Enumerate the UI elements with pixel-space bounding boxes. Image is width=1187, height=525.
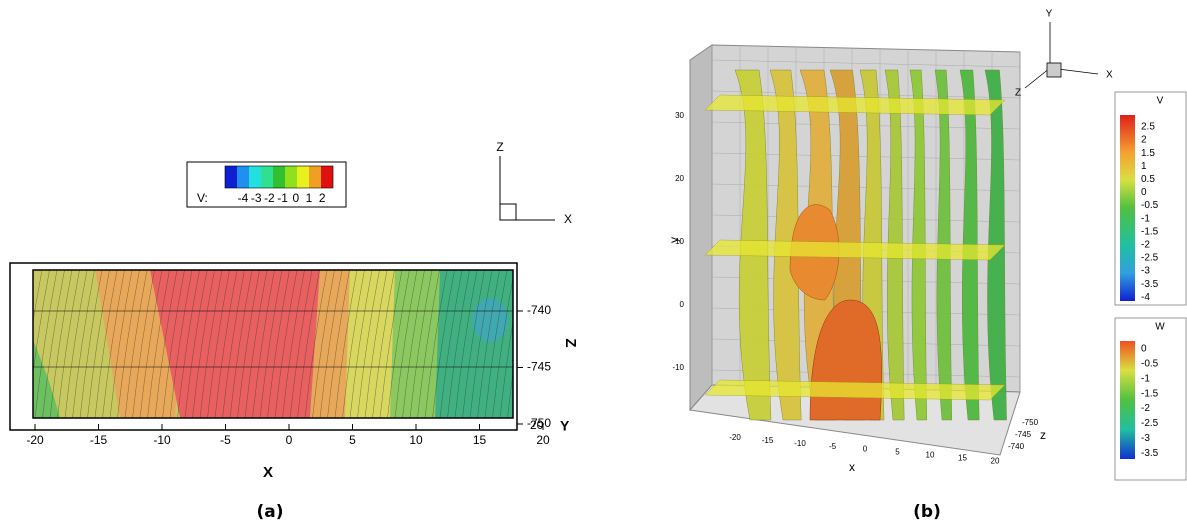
y-tick-label: 20 <box>530 418 544 432</box>
x-tick-label: 10 <box>409 433 423 447</box>
y-axis-label: y <box>667 237 681 243</box>
legend-title: W <box>1155 322 1165 333</box>
colorbar-v <box>1120 115 1135 301</box>
legend-label: -1 <box>1141 373 1150 384</box>
legend-label: -2 <box>264 191 275 205</box>
triad-label: X <box>1106 70 1113 81</box>
legend-label: -3 <box>251 191 262 205</box>
legend-label: -1.5 <box>1141 226 1159 237</box>
y-tick-label: 0 <box>680 300 685 309</box>
x-tick-label: -15 <box>90 433 108 447</box>
page: -20-15-10-505101520-740-745-750 X Z 20 Y… <box>0 0 1187 525</box>
streamline <box>530 270 552 418</box>
triad-a <box>500 156 555 220</box>
x-tick-label: 0 <box>286 433 293 447</box>
legend-label: 1.5 <box>1141 148 1155 159</box>
legend-label: 0 <box>1141 187 1147 198</box>
x-tick-label: -5 <box>829 442 837 451</box>
x-tick-label: 5 <box>349 433 356 447</box>
x-tick-label: 20 <box>536 433 550 447</box>
streamline <box>523 270 545 418</box>
figure: -20-15-10-505101520-740-745-750 X Z 20 Y… <box>0 0 1187 525</box>
caption: (a) <box>256 502 283 522</box>
streamline <box>515 270 537 418</box>
triad-label: Z <box>1015 88 1021 99</box>
legend-label: -2.5 <box>1141 418 1159 429</box>
x-tick-label: -15 <box>762 436 774 445</box>
triad-label: Y <box>1046 9 1053 20</box>
x-tick-label: 0 <box>863 445 868 454</box>
legend-swatches <box>225 166 333 188</box>
legend-label: 2 <box>319 191 326 205</box>
x-tick-label: 5 <box>895 448 900 457</box>
x-tick-label: -10 <box>794 439 806 448</box>
x-tick-label: -10 <box>153 433 171 447</box>
contour-a <box>10 270 560 418</box>
x-tick-label: -5 <box>220 433 231 447</box>
legend-label: -3 <box>1141 266 1150 277</box>
legend-label: 1 <box>306 191 313 205</box>
legend-label: 2 <box>1141 135 1147 146</box>
legend-label: 2.5 <box>1141 122 1155 133</box>
legend-label: -3.5 <box>1141 279 1159 290</box>
x-tick-label: -20 <box>26 433 44 447</box>
z-tick-label: -745 <box>527 360 551 374</box>
legend-label: -2 <box>1141 240 1150 251</box>
legend-label: -1 <box>277 191 288 205</box>
legend-label: -3 <box>1141 433 1150 444</box>
streamline <box>538 270 560 418</box>
x-tick-label: 20 <box>991 456 1000 465</box>
legend-label: 1 <box>1141 161 1147 172</box>
z-axis-label: z <box>1040 428 1046 442</box>
caption: (b) <box>913 502 941 522</box>
x-tick-label: 10 <box>926 451 935 460</box>
legend-title: V: <box>197 191 208 205</box>
legend-label: 0 <box>292 191 299 205</box>
x-tick-label: 15 <box>473 433 487 447</box>
triad-b <box>1025 22 1098 88</box>
y-axis-label: Y <box>560 418 570 434</box>
x-tick-label: 15 <box>958 453 967 462</box>
legend-label: -4 <box>238 191 249 205</box>
triad-label: X <box>564 212 572 226</box>
legend-label: 0 <box>1141 344 1147 355</box>
y-tick-label: 30 <box>675 111 684 120</box>
legend-label: -4 <box>1141 292 1150 303</box>
legend-label: -3.5 <box>1141 448 1159 459</box>
legend-label: -0.5 <box>1141 200 1159 211</box>
z-tick-label: -745 <box>1015 430 1032 439</box>
legend-label: -2.5 <box>1141 253 1159 264</box>
legend-label: -1.5 <box>1141 388 1159 399</box>
legend-label: -0.5 <box>1141 359 1159 370</box>
x-tick-label: -20 <box>729 433 741 442</box>
z-tick-label: -740 <box>1008 442 1025 451</box>
x-axis-label: x <box>849 460 855 474</box>
legend-title: V <box>1157 96 1164 107</box>
y-tick-label: 20 <box>675 174 684 183</box>
x-axis-label: X <box>263 464 273 481</box>
triad-label: Z <box>496 140 503 154</box>
y-tick-label: -10 <box>672 363 684 372</box>
legend-label: -2 <box>1141 403 1150 414</box>
legend-label: -1 <box>1141 213 1150 224</box>
z-axis-label: Z <box>562 338 579 347</box>
z-tick-label: -740 <box>527 303 551 317</box>
legend-label: 0.5 <box>1141 174 1155 185</box>
z-tick-label: -750 <box>1022 418 1039 427</box>
colorbar-w <box>1120 341 1135 459</box>
